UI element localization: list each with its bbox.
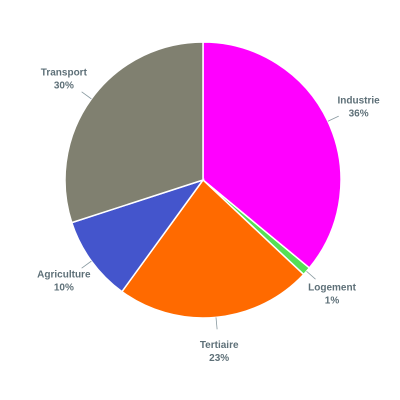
leader-line bbox=[327, 115, 339, 122]
slice-label: Industrie bbox=[338, 95, 381, 106]
pie-slice bbox=[64, 41, 204, 224]
slice-label: Logement bbox=[308, 282, 356, 293]
slice-value-label: 30% bbox=[54, 81, 74, 92]
slice-label: Agriculture bbox=[37, 270, 91, 281]
pie-slice bbox=[120, 178, 305, 319]
slice-label: Tertiaire bbox=[200, 340, 239, 351]
slice-label: Transport bbox=[41, 68, 88, 79]
slice-value-label: 36% bbox=[349, 108, 369, 119]
leader-line bbox=[81, 260, 92, 269]
slice-value-label: 23% bbox=[209, 353, 229, 364]
leader-line bbox=[215, 317, 218, 330]
slice-value-label: 10% bbox=[54, 283, 74, 294]
slice-value-label: 1% bbox=[325, 295, 340, 306]
pie-slice bbox=[70, 178, 205, 293]
leader-line bbox=[306, 270, 316, 280]
leader-line bbox=[81, 91, 92, 100]
